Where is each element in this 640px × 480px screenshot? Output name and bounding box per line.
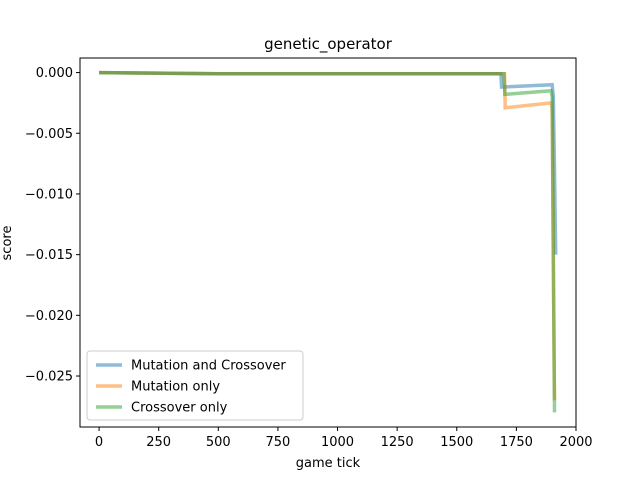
- legend-label-0: Mutation and Crossover: [131, 359, 286, 374]
- y-tick-label: −0.005: [25, 127, 73, 142]
- x-tick-label: 2000: [559, 435, 592, 450]
- x-tick-label: 0: [95, 435, 103, 450]
- y-tick-label: −0.020: [25, 309, 73, 324]
- y-tick-label: −0.010: [25, 187, 73, 202]
- legend-label-2: Crossover only: [131, 401, 228, 416]
- plot-frame: [79, 57, 577, 428]
- y-tick-label: −0.025: [25, 370, 73, 385]
- x-tick-label: 750: [266, 435, 291, 450]
- legend: Mutation and Crossover Mutation only Cross…: [86, 350, 304, 421]
- legend-box: [86, 350, 304, 421]
- legend-label-1: Mutation only: [131, 380, 220, 395]
- x-tick-label: 500: [206, 435, 231, 450]
- series-line-0: [99, 70, 558, 255]
- x-tick-label: 1500: [440, 435, 473, 450]
- y-axis-label: score: [0, 226, 15, 261]
- x-tick-label: 1250: [381, 435, 414, 450]
- chart-title: genetic_operator: [264, 35, 393, 54]
- y-tick-label: −0.015: [25, 248, 73, 263]
- x-tick-label: 1750: [500, 435, 533, 450]
- plot-lines: [99, 70, 558, 413]
- y-tick-label: 0.000: [36, 66, 73, 81]
- x-tick-label: 1000: [321, 435, 354, 450]
- x-tick-label: 250: [146, 435, 171, 450]
- x-axis-label: game tick: [296, 456, 361, 471]
- y-axis: 0.000 −0.005 −0.010 −0.015 −0.020 −0.025: [25, 66, 80, 385]
- series-line-2: [99, 70, 557, 413]
- x-axis: 0 250 500 750 1000 1250 1500 1750 2000: [95, 427, 593, 450]
